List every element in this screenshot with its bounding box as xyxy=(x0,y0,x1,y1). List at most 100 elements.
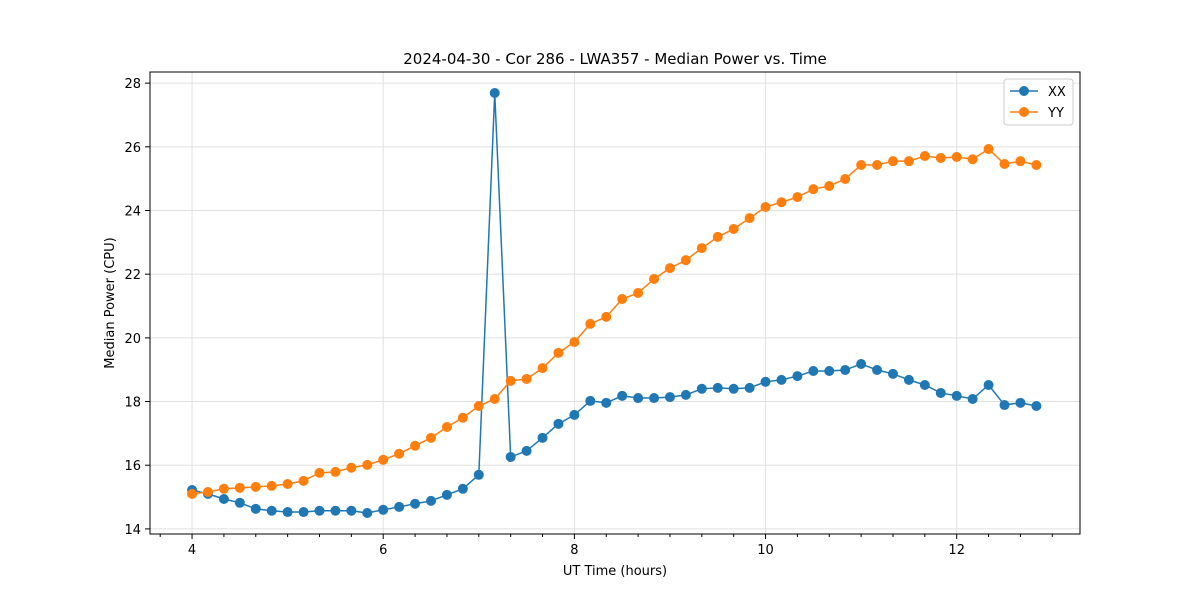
data-point-xx xyxy=(744,382,755,393)
y-tick-label: 24 xyxy=(124,205,141,220)
series-layer xyxy=(187,88,1042,518)
data-point-xx xyxy=(473,469,484,480)
y-tick-label: 16 xyxy=(124,459,141,474)
data-point-xx xyxy=(664,392,675,403)
data-point-yy xyxy=(617,294,628,305)
data-point-yy xyxy=(187,488,198,499)
data-point-xx xyxy=(441,489,452,500)
data-point-xx xyxy=(760,376,771,387)
data-point-yy xyxy=(967,154,978,165)
data-point-yy xyxy=(903,156,914,167)
data-point-xx xyxy=(282,507,293,518)
data-point-yy xyxy=(983,144,994,155)
data-point-yy xyxy=(218,483,229,494)
data-point-xx xyxy=(585,395,596,406)
data-point-xx xyxy=(218,493,229,504)
data-point-yy xyxy=(298,475,309,486)
data-point-yy xyxy=(314,467,325,478)
legend: XX YY xyxy=(1003,78,1074,126)
legend-label-xx: XX xyxy=(1048,85,1066,100)
data-point-yy xyxy=(887,156,898,167)
data-point-xx xyxy=(999,400,1010,411)
data-point-xx xyxy=(330,505,341,516)
data-point-xx xyxy=(983,379,994,390)
data-point-xx xyxy=(887,368,898,379)
data-point-yy xyxy=(840,173,851,184)
data-point-xx xyxy=(680,389,691,400)
data-point-xx xyxy=(298,507,309,518)
data-point-yy xyxy=(426,432,437,443)
data-point-yy xyxy=(824,180,835,191)
data-point-yy xyxy=(712,231,723,242)
y-tick-label: 26 xyxy=(124,141,141,156)
data-point-yy xyxy=(649,273,660,284)
data-point-xx xyxy=(617,390,628,401)
data-point-yy xyxy=(696,243,707,254)
data-point-xx xyxy=(951,390,962,401)
data-point-yy xyxy=(394,448,405,459)
x-tick-label: 4 xyxy=(188,543,196,558)
data-point-xx xyxy=(346,505,357,516)
x-tick-label: 8 xyxy=(570,543,578,558)
data-point-xx xyxy=(537,432,548,443)
data-point-xx xyxy=(776,374,787,385)
data-point-yy xyxy=(633,287,644,298)
data-point-yy xyxy=(999,159,1010,170)
x-tick-label: 10 xyxy=(757,543,774,558)
data-point-xx xyxy=(792,371,803,382)
data-point-yy xyxy=(234,482,245,493)
data-point-yy xyxy=(760,202,771,213)
data-point-xx xyxy=(266,505,277,516)
data-point-yy xyxy=(521,373,532,384)
y-tick-label: 20 xyxy=(124,332,141,347)
data-point-xx xyxy=(505,451,516,462)
y-tick-label: 28 xyxy=(124,77,141,92)
data-point-yy xyxy=(410,440,421,451)
x-axis-label: UT Time (hours) xyxy=(563,564,667,579)
data-point-yy xyxy=(569,337,580,348)
data-point-xx xyxy=(824,365,835,376)
data-point-yy xyxy=(776,197,787,208)
axes-frame xyxy=(149,71,1081,535)
data-point-xx xyxy=(856,358,867,369)
data-point-yy xyxy=(266,480,277,491)
data-point-yy xyxy=(202,486,213,497)
data-point-xx xyxy=(362,507,373,518)
data-point-xx xyxy=(919,379,930,390)
data-point-yy xyxy=(1031,159,1042,170)
data-point-xx xyxy=(872,365,883,376)
data-point-xx xyxy=(394,501,405,512)
legend-label-yy: YY xyxy=(1047,106,1064,121)
data-point-yy xyxy=(457,412,468,423)
data-point-xx xyxy=(696,383,707,394)
data-point-yy xyxy=(441,422,452,433)
data-point-yy xyxy=(919,151,930,162)
data-point-xx xyxy=(521,445,532,456)
data-point-yy xyxy=(378,454,389,465)
data-point-yy xyxy=(680,255,691,266)
data-point-xx xyxy=(712,382,723,393)
data-point-xx xyxy=(553,418,564,429)
data-point-xx xyxy=(903,374,914,385)
data-point-xx xyxy=(967,393,978,404)
y-tick-label: 22 xyxy=(124,268,141,283)
data-point-xx xyxy=(1015,397,1026,408)
data-point-xx xyxy=(410,498,421,509)
data-point-yy xyxy=(250,481,261,492)
data-point-xx xyxy=(489,88,500,99)
y-tick-label: 14 xyxy=(124,523,141,538)
data-point-yy xyxy=(601,311,612,322)
data-point-xx xyxy=(935,387,946,398)
ticks: 4 6 8 10 12 14 16 18 20 22 24 26 28 xyxy=(124,77,1053,558)
y-tick-label: 18 xyxy=(124,396,141,411)
x-tick-label: 12 xyxy=(948,543,965,558)
data-point-xx xyxy=(601,397,612,408)
data-point-yy xyxy=(505,375,516,386)
data-point-xx xyxy=(728,383,739,394)
data-point-xx xyxy=(569,409,580,420)
data-point-xx xyxy=(808,365,819,376)
data-point-yy xyxy=(792,192,803,203)
data-point-yy xyxy=(362,459,373,470)
